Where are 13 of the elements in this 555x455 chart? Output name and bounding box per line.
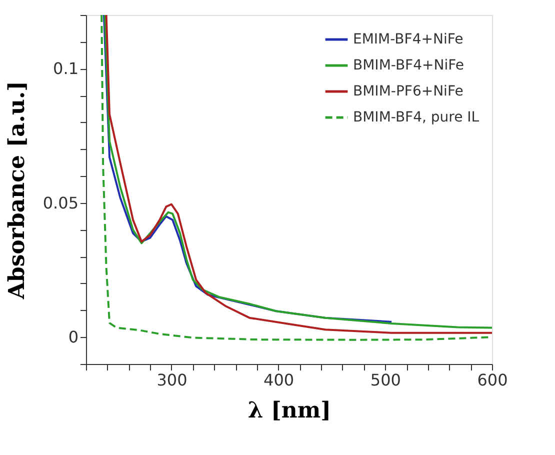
x-tick-label: 500 [370, 370, 401, 390]
x-tick-label: 600 [477, 370, 508, 390]
x-axis-title: λ [nm] [248, 398, 332, 424]
y-tick-label: 0.05 [42, 193, 78, 212]
y-tick-label: 0.1 [53, 59, 78, 78]
y-tick-label: 0 [68, 328, 78, 347]
legend-label: BMIM-BF4+NiFe [353, 58, 464, 74]
legend-label: BMIM-BF4, pure IL [353, 110, 480, 126]
legend-label: EMIM-BF4+NiFe [353, 32, 464, 48]
y-axis-title: Absorbance [a.u.] [4, 80, 30, 300]
legend-label: BMIM-PF6+NiFe [353, 84, 464, 100]
x-tick-label: 300 [156, 370, 188, 390]
x-tick-label: 400 [264, 370, 294, 390]
